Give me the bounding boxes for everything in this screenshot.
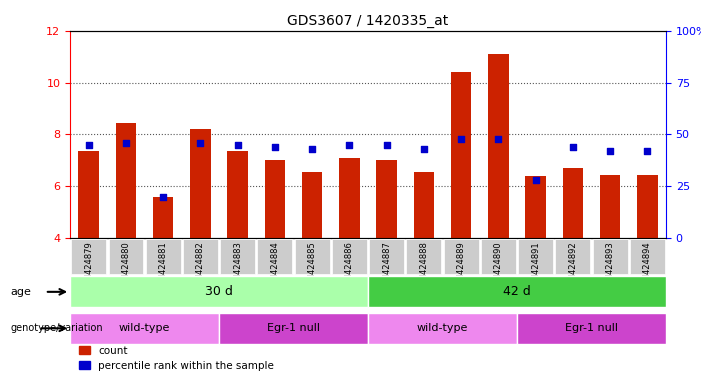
FancyBboxPatch shape xyxy=(444,239,479,274)
Text: GSM424882: GSM424882 xyxy=(196,241,205,292)
FancyBboxPatch shape xyxy=(517,313,666,344)
FancyBboxPatch shape xyxy=(220,239,255,274)
FancyBboxPatch shape xyxy=(332,239,367,274)
Text: GSM424888: GSM424888 xyxy=(419,241,428,292)
Bar xyxy=(265,161,285,238)
Bar xyxy=(227,151,248,238)
Point xyxy=(418,146,430,152)
FancyBboxPatch shape xyxy=(407,239,442,274)
Point xyxy=(158,194,169,200)
FancyBboxPatch shape xyxy=(369,239,404,274)
Text: wild-type: wild-type xyxy=(119,323,170,333)
Bar xyxy=(190,129,211,238)
FancyBboxPatch shape xyxy=(257,239,292,274)
Bar xyxy=(79,151,99,238)
FancyBboxPatch shape xyxy=(294,239,329,274)
Text: wild-type: wild-type xyxy=(417,323,468,333)
Point xyxy=(381,142,393,148)
Title: GDS3607 / 1420335_at: GDS3607 / 1420335_at xyxy=(287,14,449,28)
FancyBboxPatch shape xyxy=(481,239,516,274)
Bar xyxy=(451,72,471,238)
Text: GSM424883: GSM424883 xyxy=(233,241,242,292)
Bar xyxy=(116,123,136,238)
Bar xyxy=(302,172,322,238)
Point xyxy=(121,140,132,146)
FancyBboxPatch shape xyxy=(368,313,517,344)
Text: GSM424891: GSM424891 xyxy=(531,241,540,291)
Text: GSM424880: GSM424880 xyxy=(121,241,130,292)
FancyBboxPatch shape xyxy=(555,239,590,274)
Text: genotype/variation: genotype/variation xyxy=(11,323,103,333)
Text: 30 d: 30 d xyxy=(205,285,233,298)
Bar xyxy=(563,168,583,238)
Point xyxy=(567,144,578,150)
Point xyxy=(343,142,355,148)
Bar xyxy=(637,175,658,238)
FancyBboxPatch shape xyxy=(630,239,665,274)
FancyBboxPatch shape xyxy=(592,239,627,274)
Point xyxy=(456,136,467,142)
Point xyxy=(306,146,318,152)
Point xyxy=(530,177,541,183)
FancyBboxPatch shape xyxy=(72,239,106,274)
Text: 42 d: 42 d xyxy=(503,285,531,298)
Bar xyxy=(525,176,546,238)
Text: GSM424884: GSM424884 xyxy=(271,241,280,292)
Text: GSM424879: GSM424879 xyxy=(84,241,93,292)
FancyBboxPatch shape xyxy=(146,239,181,274)
Text: GSM424889: GSM424889 xyxy=(456,241,465,292)
FancyBboxPatch shape xyxy=(368,276,666,307)
Text: GSM424887: GSM424887 xyxy=(382,241,391,292)
Bar xyxy=(414,172,434,238)
Text: Egr-1 null: Egr-1 null xyxy=(565,323,618,333)
FancyBboxPatch shape xyxy=(518,239,553,274)
Point xyxy=(232,142,243,148)
Text: GSM424894: GSM424894 xyxy=(643,241,652,291)
Bar xyxy=(153,197,173,238)
Text: GSM424885: GSM424885 xyxy=(308,241,317,292)
Text: GSM424886: GSM424886 xyxy=(345,241,354,292)
Point xyxy=(83,142,95,148)
FancyBboxPatch shape xyxy=(70,276,368,307)
Legend: count, percentile rank within the sample: count, percentile rank within the sample xyxy=(75,341,278,375)
Text: Egr-1 null: Egr-1 null xyxy=(267,323,320,333)
Text: GSM424881: GSM424881 xyxy=(158,241,168,292)
Text: GSM424892: GSM424892 xyxy=(569,241,578,291)
Bar xyxy=(488,54,509,238)
Text: GSM424893: GSM424893 xyxy=(606,241,615,292)
FancyBboxPatch shape xyxy=(183,239,218,274)
Point xyxy=(493,136,504,142)
Point xyxy=(269,144,280,150)
FancyBboxPatch shape xyxy=(109,239,144,274)
FancyBboxPatch shape xyxy=(70,313,219,344)
Bar xyxy=(376,161,397,238)
Text: GSM424890: GSM424890 xyxy=(494,241,503,291)
Point xyxy=(604,148,615,154)
Text: age: age xyxy=(11,287,32,297)
Bar xyxy=(600,175,620,238)
Point xyxy=(195,140,206,146)
FancyBboxPatch shape xyxy=(219,313,368,344)
Point xyxy=(641,148,653,154)
Bar xyxy=(339,158,360,238)
